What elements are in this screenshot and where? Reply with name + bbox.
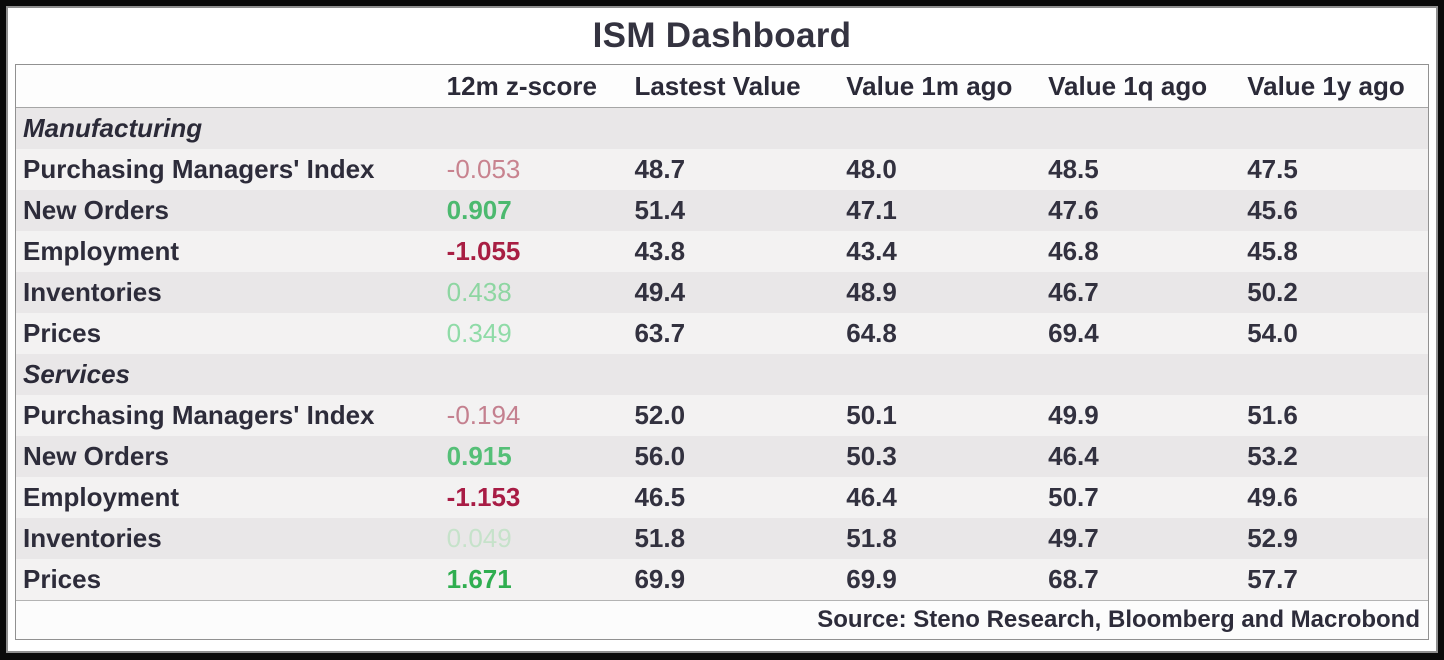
zscore-value: 0.049: [446, 518, 635, 559]
value-1q: 47.6: [1048, 190, 1248, 231]
col-header-1q: Value 1q ago: [1048, 65, 1248, 108]
source-text: Source: Steno Research, Bloomberg and Ma…: [16, 600, 1428, 639]
section-label: Manufacturing: [16, 107, 1428, 149]
value-1m: 69.9: [846, 559, 1049, 601]
col-header-label: [16, 65, 447, 108]
zscore-value: 1.671: [446, 559, 635, 601]
row-label: Purchasing Managers' Index: [16, 395, 447, 436]
table-row: Employment -1.153 46.5 46.4 50.7 49.6: [16, 477, 1428, 518]
row-label: Prices: [16, 559, 447, 601]
value-1q: 46.7: [1048, 272, 1248, 313]
latest-value: 51.4: [634, 190, 847, 231]
value-1m: 48.0: [846, 149, 1049, 190]
title-bar: ISM Dashboard: [8, 8, 1436, 64]
table-container: 12m z-score Lastest Value Value 1m ago V…: [15, 64, 1429, 640]
latest-value: 51.8: [634, 518, 847, 559]
value-1q: 69.4: [1048, 313, 1248, 354]
zscore-value: 0.915: [446, 436, 635, 477]
value-1y: 54.0: [1247, 313, 1428, 354]
value-1y: 47.5: [1247, 149, 1428, 190]
col-header-latest: Lastest Value: [634, 65, 847, 108]
value-1q: 48.5: [1048, 149, 1248, 190]
row-label: Inventories: [16, 518, 447, 559]
zscore-value: 0.349: [446, 313, 635, 354]
value-1y: 53.2: [1247, 436, 1428, 477]
value-1y: 57.7: [1247, 559, 1428, 601]
table-row: Purchasing Managers' Index -0.194 52.0 50.1…: [16, 395, 1428, 436]
latest-value: 52.0: [634, 395, 847, 436]
value-1m: 46.4: [846, 477, 1049, 518]
col-header-1y: Value 1y ago: [1247, 65, 1428, 108]
value-1y: 45.8: [1247, 231, 1428, 272]
latest-value: 48.7: [634, 149, 847, 190]
value-1q: 50.7: [1048, 477, 1248, 518]
table-row: Employment -1.055 43.8 43.4 46.8 45.8: [16, 231, 1428, 272]
value-1q: 46.4: [1048, 436, 1248, 477]
value-1m: 50.3: [846, 436, 1049, 477]
value-1m: 48.9: [846, 272, 1049, 313]
latest-value: 69.9: [634, 559, 847, 601]
value-1q: 68.7: [1048, 559, 1248, 601]
row-label: Inventories: [16, 272, 447, 313]
section-header-row: Manufacturing: [16, 107, 1428, 149]
row-label: Employment: [16, 477, 447, 518]
latest-value: 43.8: [634, 231, 847, 272]
value-1q: 46.8: [1048, 231, 1248, 272]
table-row: Prices 0.349 63.7 64.8 69.4 54.0: [16, 313, 1428, 354]
table-row: Purchasing Managers' Index -0.053 48.7 48.0…: [16, 149, 1428, 190]
zscore-value: -1.153: [446, 477, 635, 518]
value-1y: 45.6: [1247, 190, 1428, 231]
value-1y: 49.6: [1247, 477, 1428, 518]
value-1q: 49.7: [1048, 518, 1248, 559]
value-1m: 47.1: [846, 190, 1049, 231]
table-row: New Orders 0.907 51.4 47.1 47.6 45.6: [16, 190, 1428, 231]
dashboard-panel: ISM Dashboard 12m z-score Lastest Value …: [6, 6, 1438, 653]
latest-value: 56.0: [634, 436, 847, 477]
latest-value: 49.4: [634, 272, 847, 313]
value-1m: 64.8: [846, 313, 1049, 354]
section-label: Services: [16, 354, 1428, 395]
value-1q: 49.9: [1048, 395, 1248, 436]
table-body: Manufacturing Purchasing Managers' Index -…: [16, 107, 1428, 601]
section-header-row: Services: [16, 354, 1428, 395]
row-label: Employment: [16, 231, 447, 272]
row-label: Purchasing Managers' Index: [16, 149, 447, 190]
latest-value: 63.7: [634, 313, 847, 354]
zscore-value: 0.438: [446, 272, 635, 313]
row-label: Prices: [16, 313, 447, 354]
row-label: New Orders: [16, 190, 447, 231]
zscore-value: -0.194: [446, 395, 635, 436]
table-row: Prices 1.671 69.9 69.9 68.7 57.7: [16, 559, 1428, 601]
value-1y: 50.2: [1247, 272, 1428, 313]
table-row: Inventories 0.049 51.8 51.8 49.7 52.9: [16, 518, 1428, 559]
table-header-row: 12m z-score Lastest Value Value 1m ago V…: [16, 65, 1428, 108]
col-header-zscore: 12m z-score: [446, 65, 635, 108]
value-1y: 51.6: [1247, 395, 1428, 436]
zscore-value: -0.053: [446, 149, 635, 190]
latest-value: 46.5: [634, 477, 847, 518]
table-row: New Orders 0.915 56.0 50.3 46.4 53.2: [16, 436, 1428, 477]
zscore-value: 0.907: [446, 190, 635, 231]
value-1y: 52.9: [1247, 518, 1428, 559]
footer-row: Source: Steno Research, Bloomberg and Ma…: [16, 600, 1428, 639]
col-header-1m: Value 1m ago: [846, 65, 1049, 108]
zscore-value: -1.055: [446, 231, 635, 272]
page-title: ISM Dashboard: [592, 16, 852, 55]
value-1m: 50.1: [846, 395, 1049, 436]
value-1m: 51.8: [846, 518, 1049, 559]
ism-table: 12m z-score Lastest Value Value 1m ago V…: [16, 65, 1428, 639]
value-1m: 43.4: [846, 231, 1049, 272]
row-label: New Orders: [16, 436, 447, 477]
table-row: Inventories 0.438 49.4 48.9 46.7 50.2: [16, 272, 1428, 313]
